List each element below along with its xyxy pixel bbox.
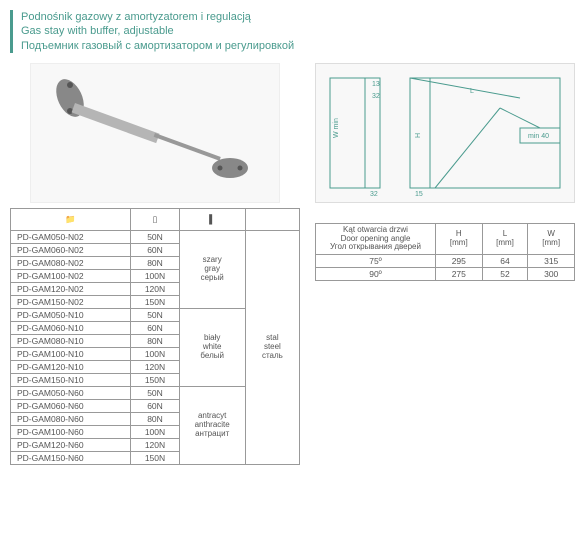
l-header: L [mm] [482,223,528,254]
technical-diagram: 13 32 W min H 32 15 L min 40 [315,63,575,203]
product-code: PD-GAM080-N10 [11,334,131,347]
product-code: PD-GAM050-N02 [11,230,131,243]
product-code: PD-GAM150-N60 [11,451,131,464]
svg-text:min 40: min 40 [528,133,549,140]
force-value: 120N [131,438,179,451]
folder-icon: 📁 [11,208,131,230]
force-value: 50N [131,230,179,243]
product-code: PD-GAM150-N10 [11,373,131,386]
color-icon: ▌ [179,208,245,230]
svg-text:32: 32 [372,93,380,100]
product-code: PD-GAM100-N02 [11,269,131,282]
svg-text:15: 15 [415,191,423,198]
material-cell: stal steel сталь [245,230,299,464]
force-value: 60N [131,321,179,334]
product-code: PD-GAM100-N60 [11,425,131,438]
product-code: PD-GAM120-N10 [11,360,131,373]
w-cell: 315 [528,255,575,268]
title-ru: Подъемник газовый с амортизатором и регу… [21,39,570,53]
product-code: PD-GAM060-N60 [11,399,131,412]
product-code: PD-GAM060-N02 [11,243,131,256]
dim-row: 75º 295 64 315 [316,255,575,268]
svg-text:32: 32 [370,191,378,198]
force-value: 150N [131,451,179,464]
product-code: PD-GAM050-N10 [11,308,131,321]
dim-row: 90º 275 52 300 [316,268,575,281]
product-code: PD-GAM120-N60 [11,438,131,451]
force-value: 80N [131,334,179,347]
dim-header-row: Kąt otwarcia drzwi Door opening angle Уг… [316,223,575,254]
l-cell: 64 [482,255,528,268]
title-block: Podnośnik gazowy z amortyzatorem i regul… [10,10,570,53]
angle-cell: 75º [316,255,436,268]
force-value: 120N [131,360,179,373]
force-value: 120N [131,282,179,295]
w-header: W [mm] [528,223,575,254]
w-cell: 300 [528,268,575,281]
material-icon [245,208,299,230]
force-value: 60N [131,243,179,256]
product-code: PD-GAM060-N10 [11,321,131,334]
force-value: 50N [131,308,179,321]
header-row: 📁 ▯ ▌ [11,208,300,230]
product-code: PD-GAM080-N02 [11,256,131,269]
force-value: 50N [131,386,179,399]
color-cell: biały white белый [179,308,245,386]
product-code: PD-GAM050-N60 [11,386,131,399]
product-code: PD-GAM100-N10 [11,347,131,360]
title-en: Gas stay with buffer, adjustable [21,24,570,38]
color-cell: szary gray серый [179,230,245,308]
product-image [30,63,280,203]
svg-text:13: 13 [372,81,380,88]
force-value: 100N [131,425,179,438]
force-value: 100N [131,347,179,360]
angle-header: Kąt otwarcia drzwi Door opening angle Уг… [316,223,436,254]
dimensions-table: Kąt otwarcia drzwi Door opening angle Уг… [315,223,575,281]
table-row: PD-GAM050-N02 50Nszary gray серыйstal st… [11,230,300,243]
h-cell: 275 [436,268,483,281]
title-pl: Podnośnik gazowy z amortyzatorem i regul… [21,10,570,24]
force-value: 80N [131,412,179,425]
product-table: 📁 ▯ ▌ PD-GAM050-N02 50Nszary gray серыйs… [10,208,300,465]
angle-cell: 90º [316,268,436,281]
force-value: 80N [131,256,179,269]
product-code: PD-GAM150-N02 [11,295,131,308]
svg-text:W min: W min [333,118,340,138]
product-code: PD-GAM120-N02 [11,282,131,295]
h-cell: 295 [436,255,483,268]
force-value: 150N [131,295,179,308]
color-cell: antracyt anthracite антрацит [179,386,245,464]
force-value: 100N [131,269,179,282]
svg-text:L: L [470,88,474,95]
svg-text:H: H [415,133,422,138]
h-header: H [mm] [436,223,483,254]
l-cell: 52 [482,268,528,281]
rect-icon: ▯ [131,208,179,230]
force-value: 60N [131,399,179,412]
force-value: 150N [131,373,179,386]
product-code: PD-GAM080-N60 [11,412,131,425]
